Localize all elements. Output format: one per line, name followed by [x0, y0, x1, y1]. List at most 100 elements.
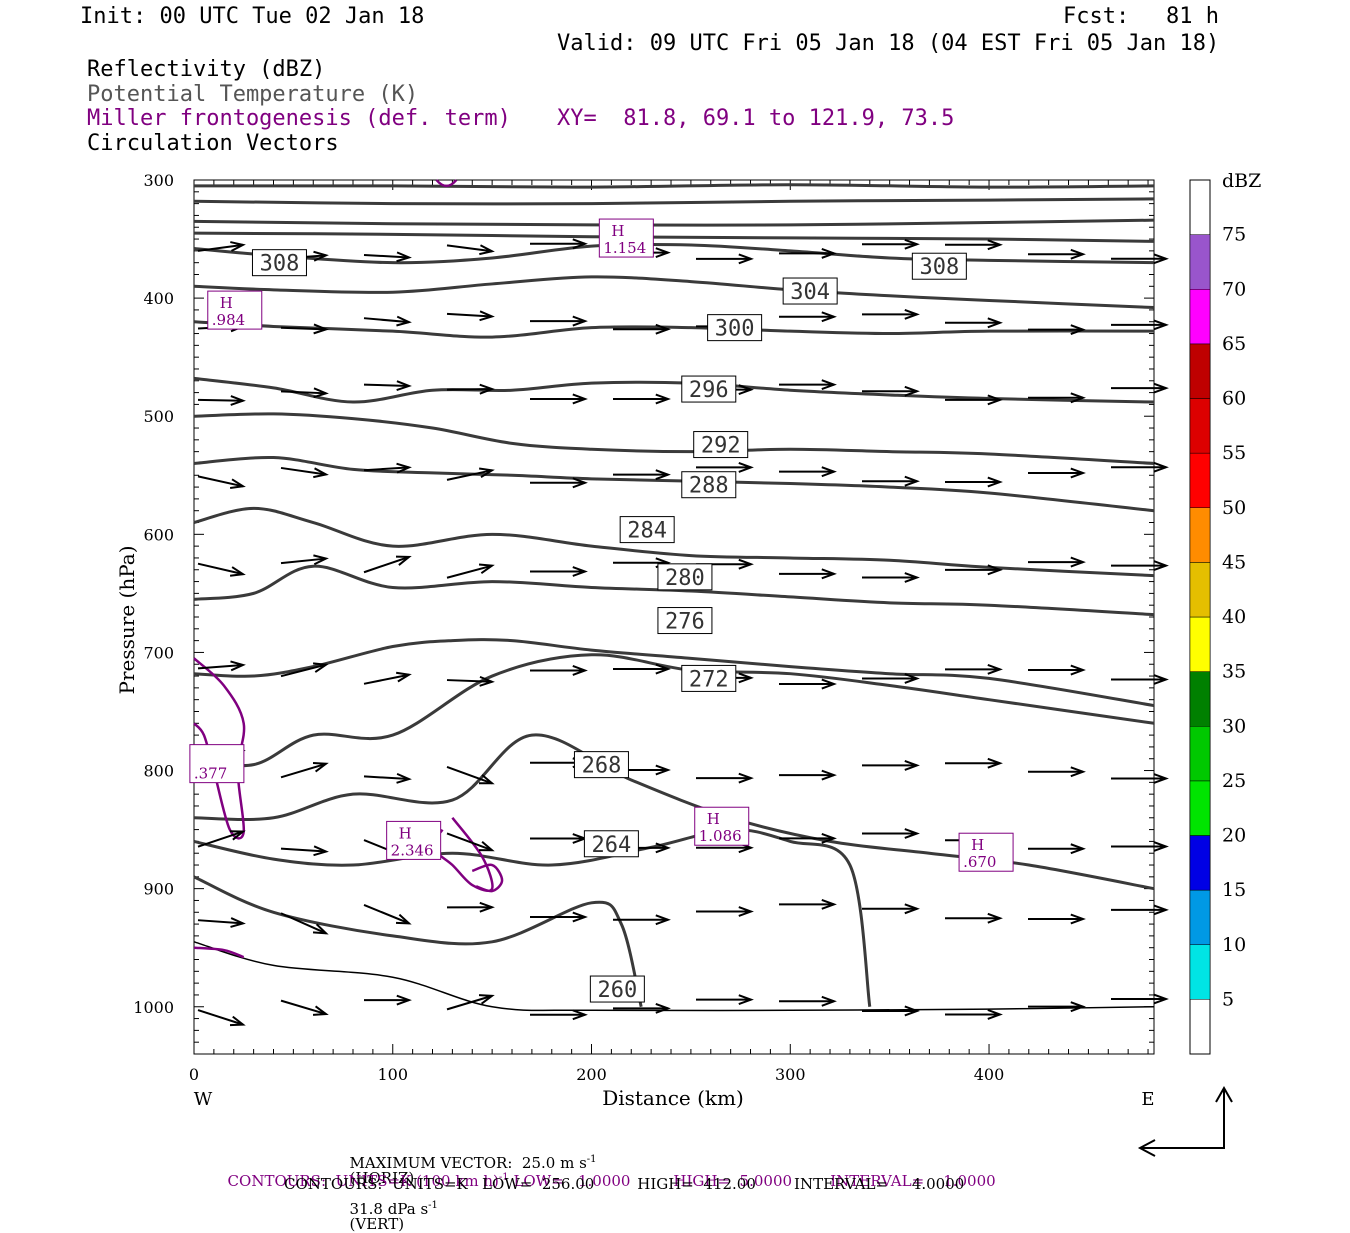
- fronto-value: .984: [212, 311, 245, 329]
- x-axis-label: Distance (km): [602, 1086, 744, 1110]
- vector-shaft: [198, 400, 243, 401]
- circulation-vector: [945, 759, 1000, 768]
- theta-contour-label: 296: [682, 376, 736, 403]
- theta-contour-upper: [194, 220, 1154, 225]
- circulation-vector: [447, 565, 492, 578]
- theta-contour-label: 284: [620, 517, 674, 544]
- circulation-vector: [1028, 666, 1083, 675]
- circulation-vector: [779, 380, 834, 389]
- circulation-vector: [779, 312, 834, 321]
- circulation-vector: [945, 478, 1000, 487]
- circulation-vector: [447, 311, 492, 320]
- circulation-vector: [862, 829, 917, 838]
- circulation-vector: [530, 567, 585, 576]
- circulation-vector: [613, 395, 668, 404]
- circulation-vector: [945, 1010, 1000, 1019]
- theta-contour-276: [194, 640, 1154, 706]
- fronto-high-marker: H: [707, 810, 720, 828]
- circulation-vector: [862, 1006, 917, 1015]
- circulation-vector: [198, 476, 243, 488]
- y-tick-label: 600: [143, 525, 174, 544]
- fronto-high-marker: H: [611, 222, 624, 240]
- circulation-vector: [1111, 905, 1166, 914]
- theta-contour-260: [194, 877, 641, 1007]
- fronto-value: .670: [963, 853, 996, 871]
- colorbar-level-label: 70: [1222, 278, 1246, 300]
- fronto-value: 1.154: [603, 239, 646, 257]
- circulation-vector: [447, 385, 492, 394]
- circulation-vector: [1028, 469, 1083, 478]
- theta-label-text: 284: [627, 519, 667, 544]
- circulation-vector: [1111, 842, 1166, 851]
- circulation-vector: [447, 995, 492, 1009]
- surface-line: [194, 942, 1154, 1011]
- circulation-vector: [530, 317, 585, 326]
- fronto-high-marker: H: [399, 824, 412, 842]
- circulation-vector: [198, 564, 243, 576]
- colorbar-level-label: 25: [1222, 770, 1246, 792]
- circulation-vector: [447, 833, 492, 850]
- circulation-vector: [364, 996, 409, 1005]
- circulation-vector: [779, 771, 834, 780]
- theta-label-text: 308: [260, 252, 300, 277]
- circulation-vector: [696, 463, 751, 472]
- circulation-vector: [364, 317, 409, 326]
- theta-contour-292: [194, 414, 1154, 464]
- circulation-vector: [198, 396, 243, 405]
- circulation-vector: [1111, 320, 1166, 329]
- x-tick-label: 300: [775, 1065, 806, 1084]
- x-tick-label: 400: [974, 1065, 1005, 1084]
- circulation-vector: [281, 1001, 326, 1015]
- theta-contour-label: 276: [658, 608, 712, 635]
- circulation-vector: [862, 310, 917, 319]
- circulation-vector: [696, 774, 751, 783]
- max-vector-vert-label: (VERT): [350, 1215, 405, 1233]
- theta-label-text: 260: [597, 978, 637, 1003]
- theta-contour-label: 264: [584, 831, 638, 858]
- theta-contour-label: 308: [912, 253, 966, 280]
- fronto-high-marker: H: [971, 836, 984, 854]
- circulation-vector: [696, 254, 751, 263]
- colorbar-swatch: [1190, 672, 1210, 727]
- colorbar-swatch: [1190, 836, 1210, 891]
- y-tick-label: 800: [143, 762, 174, 781]
- circulation-vector: [447, 245, 492, 254]
- frontogenesis-max-label: H1.154: [599, 219, 653, 257]
- colorbar-swatch: [1190, 289, 1210, 344]
- colorbar-level-label: 15: [1222, 879, 1246, 901]
- vector-shaft: [281, 764, 326, 778]
- colorbar-unit: dBZ: [1222, 170, 1261, 192]
- fronto-value: 1.086: [699, 827, 742, 845]
- theta-contour-label: 260: [590, 976, 644, 1003]
- circulation-vector: [364, 774, 409, 783]
- circulation-vector: [281, 763, 326, 777]
- circulation-vector: [779, 467, 834, 476]
- circulation-vector: [945, 240, 1000, 249]
- circulation-vector: [1028, 325, 1083, 334]
- circulation-vector: [779, 569, 834, 578]
- colorbar-level-label: 10: [1222, 934, 1246, 956]
- theta-contour-upper: [194, 199, 1154, 204]
- colorbar-level-label: 45: [1222, 551, 1246, 573]
- circulation-vector: [198, 1010, 243, 1025]
- circulation-vector: [779, 997, 834, 1006]
- theta-contour-label: 288: [682, 472, 736, 499]
- fronto-value: .377: [194, 765, 227, 783]
- circulation-vector: [1028, 915, 1083, 924]
- y-tick-label: 400: [143, 289, 174, 308]
- theta-contour-300: [194, 322, 1154, 337]
- colorbar-swatch: [1190, 781, 1210, 836]
- frontogenesis-max-label: .377: [190, 745, 244, 783]
- colorbar-swatch: [1190, 453, 1210, 508]
- theta-contour-label: 308: [252, 250, 306, 277]
- circulation-vector: [696, 907, 751, 916]
- colorbar-level-label: 75: [1222, 224, 1246, 246]
- colorbar-level-label: 30: [1222, 715, 1246, 737]
- circulation-vector: [281, 555, 326, 564]
- colorbar-level-label: 50: [1222, 497, 1246, 519]
- circulation-vector: [696, 995, 751, 1004]
- colorbar-level-label: 5: [1222, 988, 1234, 1010]
- fronto-high-marker: H: [220, 294, 233, 312]
